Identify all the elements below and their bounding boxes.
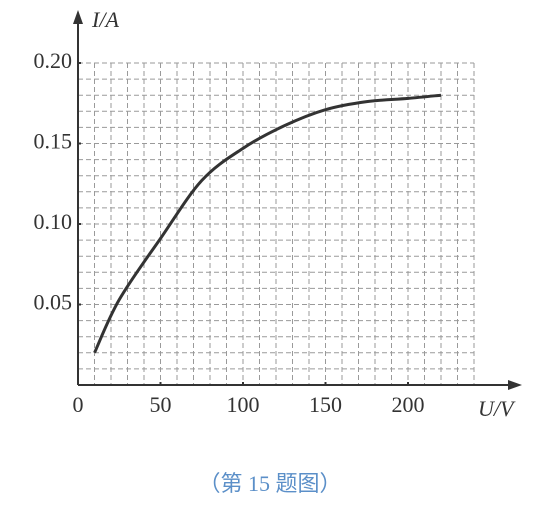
x-tick-label: 200 <box>392 392 425 417</box>
y-tick-label: 0.05 <box>34 290 73 315</box>
x-tick-label: 100 <box>227 392 260 417</box>
y-tick-label: 0.10 <box>34 209 73 234</box>
x-tick-label: 150 <box>309 392 342 417</box>
curve <box>93 93 442 354</box>
x-tick-label: 0 <box>73 392 84 417</box>
y-axis-label: I/A <box>91 7 119 32</box>
x-axis-arrow <box>508 380 522 390</box>
x-axis-label: U/V <box>478 396 516 421</box>
y-tick-label: 0.15 <box>34 129 73 154</box>
caption: （第 15 题图） <box>198 471 341 496</box>
y-axis-arrow <box>73 10 83 24</box>
y-tick-label: 0.20 <box>34 48 73 73</box>
x-tick-label: 50 <box>150 392 172 417</box>
